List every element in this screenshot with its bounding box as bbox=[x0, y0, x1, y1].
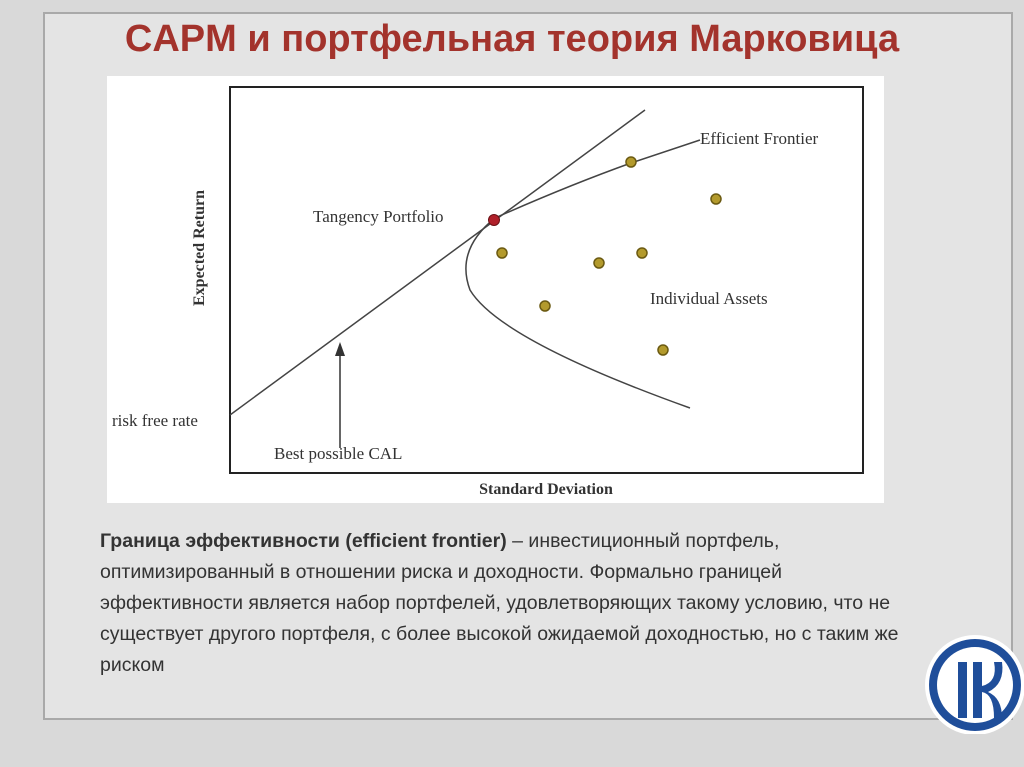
diagram-background bbox=[107, 76, 884, 503]
asset-point bbox=[710, 193, 722, 205]
frontier-curve bbox=[465, 139, 701, 409]
asset-point bbox=[657, 344, 669, 356]
diagram: Efficient Frontier Tangency Portfolio In… bbox=[107, 76, 884, 503]
frontier-label: Efficient Frontier bbox=[700, 129, 819, 148]
tangency-label: Tangency Portfolio bbox=[313, 207, 444, 226]
asset-point bbox=[593, 257, 605, 269]
asset-points bbox=[496, 156, 722, 356]
body-text: Граница эффективности (efficient frontie… bbox=[100, 526, 900, 681]
asset-point bbox=[496, 247, 508, 259]
x-axis-label: Standard Deviation bbox=[479, 481, 613, 498]
asset-point bbox=[636, 247, 648, 259]
cal-line bbox=[229, 109, 646, 416]
risk-free-label: risk free rate bbox=[112, 411, 198, 430]
body-term: Граница эффективности (efficient frontie… bbox=[100, 530, 507, 552]
logo bbox=[925, 635, 1024, 734]
body-definition: – инвестиционный портфель, оптимизирован… bbox=[100, 530, 899, 676]
plot-frame bbox=[229, 86, 864, 474]
logo-mark bbox=[958, 662, 1003, 718]
asset-point bbox=[539, 300, 551, 312]
cal-label: Best possible CAL bbox=[274, 444, 402, 463]
y-axis-label: Expected Return bbox=[191, 190, 208, 306]
slide-title: CAPM и портфельная теория Марковица bbox=[124, 18, 900, 60]
asset-point bbox=[625, 156, 637, 168]
assets-label: Individual Assets bbox=[650, 289, 768, 308]
tangency-point bbox=[488, 214, 500, 226]
arrow-head bbox=[335, 342, 345, 356]
